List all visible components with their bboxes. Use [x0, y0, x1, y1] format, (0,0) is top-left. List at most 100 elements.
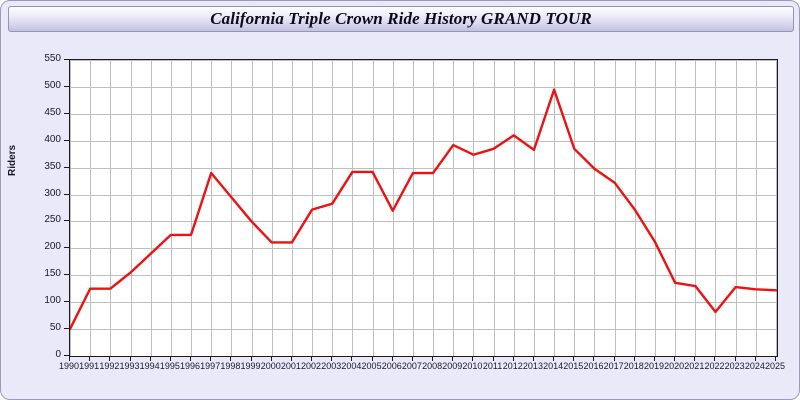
- y-axis-title: Riders: [7, 144, 18, 176]
- x-axis-tick-mark: [614, 356, 615, 361]
- x-axis-tick-label: 1999: [240, 361, 261, 371]
- page-title: California Triple Crown Ride History GRA…: [210, 9, 592, 28]
- x-axis-tick-mark: [513, 356, 514, 361]
- y-axis-tick-label: 0: [55, 349, 61, 360]
- riders-line-series: [70, 88, 777, 331]
- x-axis-tick-label: 2015: [563, 361, 584, 371]
- x-axis-tick-mark: [593, 356, 594, 361]
- y-axis-tick-mark: [64, 247, 69, 248]
- x-axis-tick-label: 1998: [220, 361, 241, 371]
- x-axis-tick-label: 2017: [603, 361, 624, 371]
- x-axis-tick-label: 1996: [180, 361, 201, 371]
- x-axis-tick-mark: [755, 356, 756, 361]
- x-axis-tick-mark: [150, 356, 151, 361]
- y-axis-tick-label: 550: [44, 53, 61, 64]
- x-axis-tick-label: 2016: [583, 361, 604, 371]
- grid-lines: [70, 60, 777, 356]
- x-axis-tick-mark: [553, 356, 554, 361]
- chart-title-bar: California Triple Crown Ride History GRA…: [8, 6, 794, 32]
- y-axis-tick-mark: [64, 167, 69, 168]
- x-axis-tick-mark: [714, 356, 715, 361]
- x-axis-tick-mark: [109, 356, 110, 361]
- x-axis-tick-label: 2023: [724, 361, 745, 371]
- x-axis-tick-label: 2019: [643, 361, 664, 371]
- y-axis-tick-label: 200: [44, 241, 61, 253]
- y-axis-tick-mark: [64, 220, 69, 221]
- x-axis-tick-mark: [412, 356, 413, 361]
- y-axis-tick-mark: [64, 194, 69, 195]
- x-axis-tick-label: 1993: [119, 361, 140, 371]
- y-axis-tick-mark: [64, 59, 69, 60]
- x-axis-tick-label: 1992: [99, 361, 120, 371]
- x-axis-tick-mark: [170, 356, 171, 361]
- x-axis-tick-label: 2022: [704, 361, 725, 371]
- x-axis-tick-mark: [432, 356, 433, 361]
- x-axis-tick-mark: [311, 356, 312, 361]
- x-axis-tick-label: 1995: [159, 361, 180, 371]
- x-axis-tick-label: 2025: [764, 361, 786, 371]
- x-axis-tick-mark: [634, 356, 635, 361]
- x-axis-tick-mark: [291, 356, 292, 361]
- y-axis-tick-label: 400: [44, 133, 61, 145]
- x-axis-tick-label: 2002: [301, 361, 322, 371]
- y-axis-tick-mark: [64, 301, 69, 302]
- x-axis-tick-label: 2008: [422, 361, 443, 371]
- x-axis-tick-label: 2012: [502, 361, 523, 371]
- y-axis-tick-mark: [64, 274, 69, 275]
- y-axis-tick-label: 300: [44, 187, 61, 199]
- x-axis-tick-mark: [271, 356, 272, 361]
- x-axis-tick-mark: [89, 356, 90, 361]
- x-axis-tick-mark: [452, 356, 453, 361]
- x-axis-tick-mark: [392, 356, 393, 361]
- y-axis-tick-label: 500: [44, 79, 61, 91]
- x-axis-tick-mark: [775, 356, 776, 361]
- x-axis-tick-label: 1990: [58, 361, 80, 371]
- x-axis-tick-mark: [331, 356, 332, 361]
- x-axis-tick-mark: [472, 356, 473, 361]
- x-axis-tick-mark: [210, 356, 211, 361]
- x-axis-tick-mark: [351, 356, 352, 361]
- y-axis-tick-label: 250: [44, 214, 61, 226]
- y-axis-tick-label: 50: [49, 322, 61, 334]
- y-axis-tick-mark: [64, 113, 69, 114]
- x-axis-tick-mark: [573, 356, 574, 361]
- x-axis-tick-label: 2000: [260, 361, 281, 371]
- y-axis-tick-mark: [64, 140, 69, 141]
- x-axis-tick-mark: [230, 356, 231, 361]
- x-axis-tick-label: 1997: [200, 361, 221, 371]
- x-axis-tick-label: 2024: [744, 361, 765, 371]
- y-axis-tick-mark: [64, 355, 69, 356]
- x-axis-tick-label: 2010: [462, 361, 483, 371]
- x-axis-tick-mark: [735, 356, 736, 361]
- x-axis-tick-mark: [251, 356, 252, 361]
- x-axis-tick-label: 2005: [361, 361, 382, 371]
- plot-area: [69, 59, 778, 357]
- y-axis-tick-mark: [64, 86, 69, 87]
- x-axis-tick-label: 2013: [522, 361, 543, 371]
- x-axis-tick-mark: [69, 356, 70, 361]
- x-axis-tick-label: 2021: [684, 361, 705, 371]
- x-axis-tick-label: 2020: [664, 361, 685, 371]
- x-axis-tick-label: 2001: [280, 361, 301, 371]
- y-axis-tick-mark: [64, 328, 69, 329]
- x-axis-tick-label: 2003: [321, 361, 342, 371]
- x-axis-tick-label: 2007: [401, 361, 422, 371]
- x-axis-tick-label: 1991: [79, 361, 100, 371]
- x-axis-tick-mark: [190, 356, 191, 361]
- x-axis-tick-mark: [493, 356, 494, 361]
- x-axis-tick-label: 2018: [623, 361, 644, 371]
- x-axis-tick-mark: [372, 356, 373, 361]
- x-axis-tick-mark: [533, 356, 534, 361]
- y-axis-tick-label: 450: [44, 106, 61, 118]
- y-axis-tick-label: 350: [44, 160, 61, 172]
- x-axis-tick-mark: [654, 356, 655, 361]
- x-axis-tick-label: 2006: [381, 361, 402, 371]
- y-axis-tick-label: 150: [44, 268, 61, 280]
- x-axis-tick-label: 2011: [482, 361, 503, 371]
- x-axis-tick-label: 1994: [139, 361, 160, 371]
- x-axis-tick-mark: [694, 356, 695, 361]
- x-axis-tick-mark: [130, 356, 131, 361]
- x-axis-tick-label: 2004: [341, 361, 362, 371]
- x-axis-tick-mark: [674, 356, 675, 361]
